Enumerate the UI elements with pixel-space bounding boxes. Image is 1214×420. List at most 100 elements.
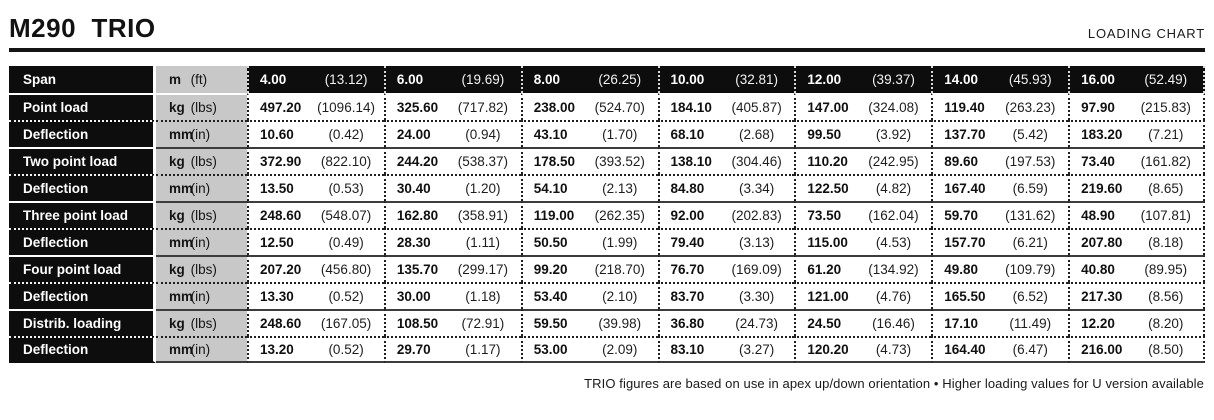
- imperial-value: (26.25): [598, 72, 642, 87]
- value-cell: 4.00 (13.12): [247, 66, 384, 93]
- imperial-value: (89.95): [1144, 262, 1188, 277]
- imperial-value: (7.21): [1148, 127, 1184, 142]
- imperial-value: (32.81): [735, 72, 778, 87]
- imperial-value: (1096.14): [317, 100, 375, 115]
- imperial-value: (0.94): [465, 127, 501, 142]
- metric-value: 48.90: [1081, 208, 1115, 223]
- value-cell: 83.10 (3.27): [657, 336, 795, 363]
- metric-value: 167.40: [944, 181, 986, 196]
- metric-value: 122.50: [807, 181, 849, 196]
- metric-value: 30.40: [396, 181, 431, 196]
- metric-value: 183.20: [1081, 127, 1123, 142]
- value-cell: 12.50 (0.49): [247, 228, 384, 255]
- datasheet-page: M290 TRIO LOADING CHART Span m (ft) 4.00 (13…: [9, 13, 1205, 391]
- unit-metric: mm: [169, 289, 194, 304]
- unit-metric: mm: [169, 181, 194, 196]
- unit-metric: m: [169, 72, 182, 87]
- value-cell: 53.00 (2.09): [520, 336, 658, 363]
- value-cell: 372.90 (822.10): [247, 147, 384, 174]
- metric-value: 178.50: [533, 154, 575, 169]
- value-cell: 12.20 (8.20): [1068, 309, 1205, 336]
- row-label: Deflection: [9, 282, 156, 309]
- value-cell: 120.20 (4.73): [794, 336, 932, 363]
- metric-value: 8.00: [533, 72, 560, 87]
- unit-imperial: (lbs): [190, 316, 217, 331]
- value-cell: 13.30 (0.52): [247, 282, 384, 309]
- unit-cell: mm (in): [156, 120, 247, 147]
- imperial-value: (1.99): [602, 235, 638, 250]
- imperial-value: (6.21): [1012, 235, 1048, 250]
- imperial-value: (1.70): [602, 127, 638, 142]
- value-cell: 238.00 (524.70): [520, 93, 658, 120]
- imperial-value: (0.49): [328, 235, 364, 250]
- unit-imperial: (in): [190, 235, 211, 250]
- imperial-value: (109.79): [1005, 262, 1056, 277]
- imperial-value: (8.18): [1148, 235, 1184, 250]
- value-cell: 59.50 (39.98): [520, 309, 658, 336]
- value-cell: 61.20 (134.92): [794, 255, 932, 282]
- unit-metric: kg: [169, 154, 185, 169]
- row-label: Deflection: [9, 336, 156, 363]
- imperial-value: (0.52): [328, 289, 364, 304]
- unit-cell: mm (in): [156, 174, 247, 201]
- value-cell: 216.00 (8.50): [1068, 336, 1205, 363]
- value-cell: 122.50 (4.82): [794, 174, 932, 201]
- table-row-deflection: Deflection mm (in) 13.50 (0.53) 30.40 (1.20) 54…: [9, 174, 1205, 201]
- imperial-value: (3.13): [738, 235, 775, 250]
- imperial-value: (215.83): [1140, 100, 1191, 115]
- value-cell: 36.80 (24.73): [657, 309, 795, 336]
- imperial-value: (304.46): [731, 154, 782, 169]
- value-cell: 99.20 (218.70): [520, 255, 658, 282]
- metric-value: 92.00: [670, 208, 705, 223]
- metric-value: 13.30: [260, 289, 294, 304]
- imperial-value: (39.98): [598, 316, 642, 331]
- value-cell: 165.50 (6.52): [931, 282, 1069, 309]
- value-cell: 115.00 (4.53): [794, 228, 932, 255]
- footnote: TRIO figures are based on use in apex up…: [584, 376, 1204, 391]
- loading-chart-body: Span m (ft) 4.00 (13.12) 6.00 (19.69) 8.00 (26.2…: [9, 66, 1205, 363]
- metric-value: 372.90: [260, 154, 302, 169]
- metric-value: 244.20: [396, 154, 439, 169]
- metric-value: 17.10: [944, 316, 979, 331]
- imperial-value: (822.10): [320, 154, 372, 169]
- imperial-value: (162.04): [868, 208, 919, 223]
- metric-value: 121.00: [807, 289, 849, 304]
- imperial-value: (1.11): [465, 235, 501, 250]
- imperial-value: (45.93): [1008, 72, 1052, 87]
- value-cell: 28.30 (1.11): [383, 228, 521, 255]
- value-cell: 207.20 (456.80): [247, 255, 384, 282]
- metric-value: 108.50: [396, 316, 439, 331]
- page-title: M290 TRIO: [9, 13, 156, 43]
- metric-value: 135.70: [396, 262, 439, 277]
- imperial-value: (3.30): [738, 289, 775, 304]
- value-cell: 157.70 (6.21): [931, 228, 1069, 255]
- imperial-value: (717.82): [457, 100, 509, 115]
- metric-value: 110.20: [807, 154, 848, 169]
- metric-value: 12.20: [1081, 316, 1115, 331]
- metric-value: 165.50: [944, 289, 986, 304]
- imperial-value: (8.65): [1148, 181, 1184, 196]
- imperial-value: (456.80): [320, 262, 372, 277]
- metric-value: 83.10: [670, 342, 705, 357]
- value-cell: 92.00 (202.83): [657, 201, 795, 228]
- value-cell: 167.40 (6.59): [931, 174, 1069, 201]
- table-row-three-point-load: Three point load kg (lbs) 248.60 (548.07) 162…: [9, 201, 1205, 228]
- value-cell: 244.20 (538.37): [383, 147, 521, 174]
- unit-metric: mm: [169, 127, 194, 142]
- value-cell: 119.00 (262.35): [520, 201, 658, 228]
- metric-value: 79.40: [670, 235, 705, 250]
- metric-value: 248.60: [260, 316, 302, 331]
- header-right-label: LOADING CHART: [1087, 26, 1205, 41]
- metric-value: 76.70: [670, 262, 705, 277]
- value-cell: 207.80 (8.18): [1068, 228, 1205, 255]
- value-cell: 147.00 (324.08): [794, 93, 932, 120]
- unit-metric: mm: [169, 235, 194, 250]
- table-row-deflection: Deflection mm (in) 10.60 (0.42) 24.00 (0.94) 43…: [9, 120, 1205, 147]
- metric-value: 99.50: [807, 127, 842, 142]
- unit-cell: kg (lbs): [156, 255, 247, 282]
- value-cell: 17.10 (11.49): [931, 309, 1069, 336]
- imperial-value: (134.92): [868, 262, 919, 277]
- imperial-value: (299.17): [457, 262, 509, 277]
- value-cell: 178.50 (393.52): [520, 147, 658, 174]
- unit-metric: kg: [169, 262, 185, 277]
